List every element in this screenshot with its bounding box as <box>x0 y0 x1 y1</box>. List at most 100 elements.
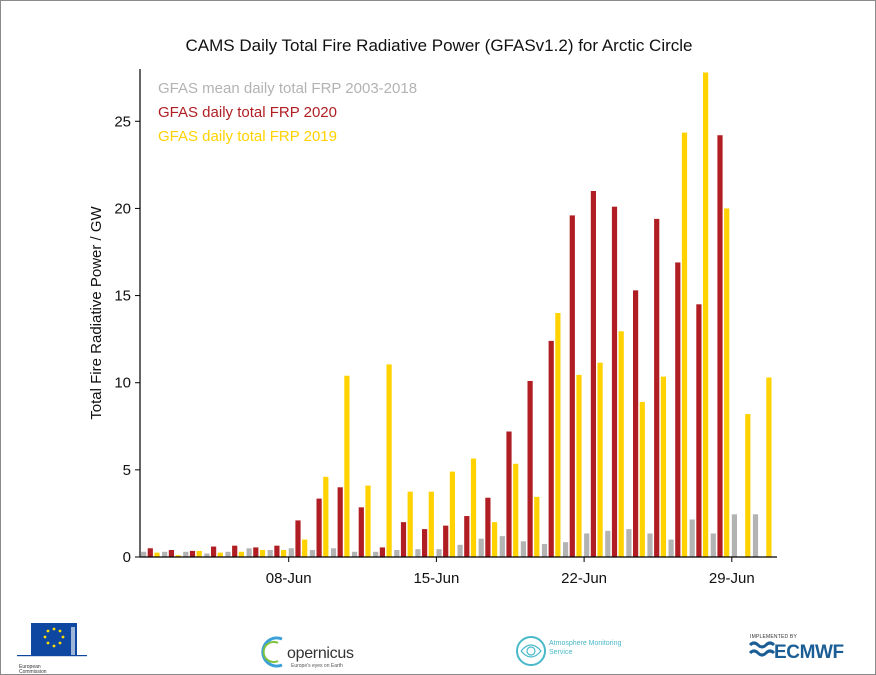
legend-entry-2: GFAS daily total FRP 2020 <box>158 104 337 121</box>
bar-3-17 <box>492 522 498 557</box>
bar-2-21 <box>569 215 575 557</box>
x-tick-label-08-Jun: 08-Jun <box>266 570 312 587</box>
bar-2-9 <box>316 498 322 557</box>
bar-3-28 <box>724 208 730 557</box>
bar-1-22 <box>584 533 590 557</box>
legend-entry-1: GFAS mean daily total FRP 2003-2018 <box>158 80 417 97</box>
copernicus-logo <box>261 636 283 668</box>
bar-2-11 <box>358 507 364 557</box>
bar-3-9 <box>323 476 329 557</box>
bar-3-14 <box>428 491 434 557</box>
bar-3-12 <box>386 364 392 557</box>
bar-2-2 <box>168 550 174 557</box>
bar-2-24 <box>633 290 639 557</box>
bar-2-7 <box>274 545 280 557</box>
ams-label: Atmosphere Monitoring Service <box>549 640 622 656</box>
bar-1-15 <box>436 549 442 557</box>
bar-1-3 <box>183 551 189 557</box>
x-tick-label-29-Jun: 29-Jun <box>709 570 755 587</box>
bar-1-29 <box>731 514 737 557</box>
bar-3-8 <box>302 539 308 557</box>
bar-1-13 <box>394 550 400 557</box>
bar-2-10 <box>337 487 343 557</box>
chart-svg: CAMS Daily Total Fire Radiative Power (G… <box>88 36 777 587</box>
bar-3-16 <box>470 458 477 557</box>
bar-1-26 <box>668 539 674 557</box>
bar-2-25 <box>654 218 660 557</box>
chart-title: CAMS Daily Total Fire Radiative Power (G… <box>186 36 693 55</box>
bar-3-2 <box>175 555 181 557</box>
bar-3-7 <box>281 550 287 557</box>
bar-2-18 <box>506 431 512 557</box>
bar-1-6 <box>246 548 252 557</box>
bar-3-24 <box>639 401 645 557</box>
y-tick-label-0: 0 <box>123 549 131 566</box>
bar-1-19 <box>520 541 526 557</box>
x-tick-label-15-Jun: 15-Jun <box>413 570 459 587</box>
bar-2-12 <box>379 547 385 557</box>
bar-2-15 <box>443 525 449 557</box>
bar-3-19 <box>534 496 540 557</box>
bar-3-30 <box>766 377 772 557</box>
copernicus-tagline: Europe's eyes on Earth <box>291 663 343 669</box>
bar-2-1 <box>147 548 153 557</box>
y-axis-label: Total Fire Radiative Power / GW <box>88 205 105 419</box>
ecmwf-implemented-by: IMPLEMENTED BY <box>750 634 797 640</box>
bar-1-5 <box>225 551 231 557</box>
bar-3-20 <box>555 313 561 557</box>
copernicus-label: opernicus <box>287 645 354 662</box>
bar-1-9 <box>309 550 315 557</box>
bar-2-27 <box>696 304 702 557</box>
x-tick-label-22-Jun: 22-Jun <box>561 570 607 587</box>
bar-2-3 <box>189 550 196 557</box>
bar-1-25 <box>647 533 653 557</box>
bar-3-5 <box>238 551 244 557</box>
bar-1-16 <box>457 544 463 557</box>
bar-3-1 <box>154 552 160 557</box>
bar-2-14 <box>422 529 428 557</box>
bar-3-11 <box>365 485 371 557</box>
bar-3-18 <box>513 463 519 557</box>
european-commission-logo <box>17 623 87 657</box>
bar-1-27 <box>689 519 695 557</box>
bar-3-21 <box>576 374 582 557</box>
y-tick-label-20: 20 <box>114 200 131 217</box>
bar-1-20 <box>541 543 548 557</box>
bar-2-5 <box>232 545 238 557</box>
bar-1-7 <box>267 550 273 557</box>
ecmwf-logo <box>748 641 776 657</box>
bar-3-26 <box>681 132 688 558</box>
bar-2-20 <box>548 340 554 557</box>
bar-2-26 <box>675 262 681 557</box>
bar-3-25 <box>660 376 666 557</box>
bar-1-21 <box>563 542 569 557</box>
legend-entry-3: GFAS daily total FRP 2019 <box>158 128 337 145</box>
bar-3-3 <box>196 550 202 557</box>
bar-2-19 <box>527 380 533 557</box>
y-tick-label-25: 25 <box>114 113 131 130</box>
bar-1-30 <box>752 514 759 557</box>
y-tick-label-10: 10 <box>114 375 131 392</box>
bar-2-8 <box>295 520 301 557</box>
bar-2-13 <box>400 522 407 557</box>
bar-1-8 <box>288 548 294 557</box>
bar-1-11 <box>352 551 358 557</box>
bar-3-13 <box>407 491 413 557</box>
bar-2-17 <box>485 497 491 557</box>
bar-2-28 <box>717 135 723 558</box>
atmosphere-monitoring-service-logo <box>516 636 546 666</box>
bar-1-28 <box>710 533 716 557</box>
bar-3-27 <box>703 72 709 558</box>
bar-2-16 <box>464 516 470 557</box>
bar-1-23 <box>605 530 611 557</box>
bar-3-23 <box>618 331 624 557</box>
bar-1-14 <box>415 549 421 557</box>
bar-3-10 <box>344 375 350 557</box>
y-tick-label-15: 15 <box>114 288 131 305</box>
bar-3-6 <box>259 550 266 557</box>
bar-1-18 <box>499 536 505 557</box>
bar-3-29 <box>745 414 751 557</box>
bar-1-10 <box>330 548 337 557</box>
bar-2-6 <box>253 547 259 557</box>
